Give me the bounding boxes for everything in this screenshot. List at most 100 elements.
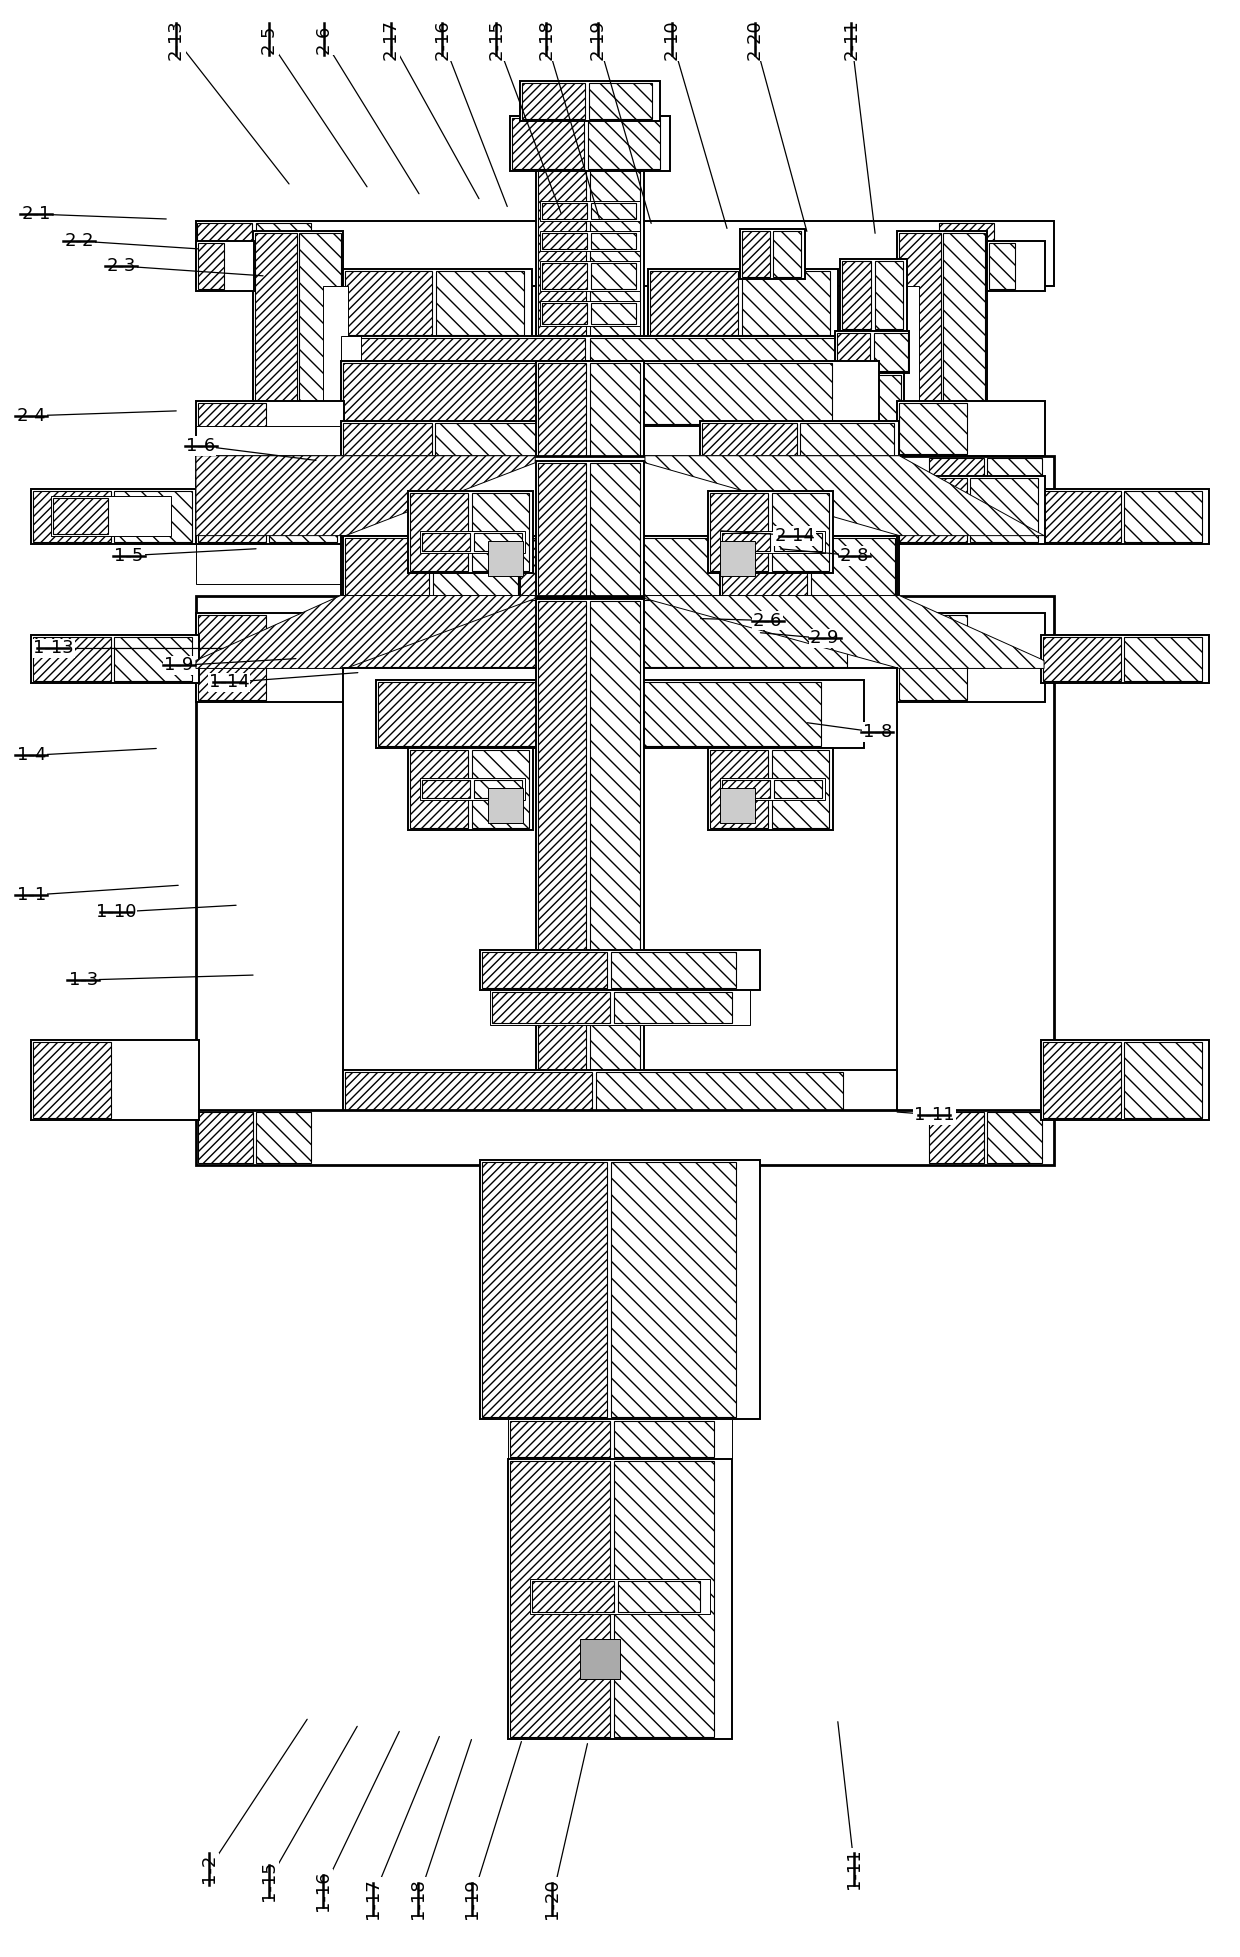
Bar — [589, 84, 652, 119]
Text: 2-10: 2-10 — [663, 20, 681, 59]
Bar — [255, 1112, 311, 1162]
Bar — [601, 683, 821, 746]
Bar — [929, 1112, 985, 1162]
Bar — [1042, 489, 1209, 544]
Text: 2-4: 2-4 — [16, 407, 46, 425]
Bar — [771, 750, 828, 828]
Bar — [114, 638, 192, 681]
Text: 1-14: 1-14 — [208, 673, 249, 691]
Bar — [542, 204, 587, 219]
Bar — [542, 303, 587, 325]
Bar — [510, 115, 670, 170]
Bar — [538, 117, 587, 536]
Bar — [322, 286, 347, 405]
Bar — [342, 423, 433, 460]
Bar — [719, 789, 755, 824]
Bar — [708, 748, 832, 830]
Bar — [595, 538, 842, 595]
Bar — [345, 599, 594, 667]
Bar — [719, 540, 755, 575]
Bar — [899, 403, 967, 454]
Bar — [590, 362, 832, 425]
Bar — [531, 1579, 709, 1615]
Bar — [196, 221, 1054, 286]
Bar — [541, 231, 640, 250]
Bar — [532, 1581, 614, 1613]
Bar — [536, 360, 644, 460]
Bar — [345, 1072, 591, 1114]
Text: 2-18: 2-18 — [537, 20, 556, 61]
Bar — [742, 231, 770, 278]
Bar — [250, 241, 321, 286]
Bar — [33, 1041, 112, 1117]
Bar — [894, 286, 919, 405]
Bar — [591, 204, 636, 219]
Bar — [341, 339, 585, 364]
Text: 2-6: 2-6 — [753, 611, 782, 630]
Bar — [196, 476, 343, 544]
Bar — [842, 260, 872, 329]
Bar — [541, 301, 640, 327]
Bar — [475, 781, 522, 798]
Bar — [590, 362, 640, 458]
Bar — [591, 262, 636, 290]
Bar — [898, 476, 1045, 544]
Text: 1-9: 1-9 — [165, 656, 193, 675]
Text: 2-13: 2-13 — [167, 20, 185, 61]
Bar — [472, 493, 529, 571]
Bar — [719, 536, 898, 597]
Bar — [196, 544, 343, 583]
Bar — [650, 270, 738, 335]
Bar — [480, 1161, 760, 1419]
Text: 2-6: 2-6 — [315, 25, 332, 55]
Bar — [255, 223, 311, 284]
Bar — [1042, 1039, 1209, 1119]
Bar — [196, 1110, 1054, 1164]
Bar — [898, 401, 1045, 456]
Bar — [196, 241, 254, 292]
Bar — [53, 497, 108, 534]
Bar — [722, 781, 770, 798]
Bar — [614, 992, 732, 1024]
Text: 1-8: 1-8 — [863, 724, 892, 742]
Bar — [255, 458, 311, 534]
Bar — [196, 427, 343, 456]
Bar — [596, 1072, 843, 1114]
Text: 1-6: 1-6 — [186, 436, 216, 454]
Bar — [588, 117, 660, 168]
Bar — [800, 423, 894, 460]
Bar — [342, 1070, 898, 1115]
Bar — [1043, 1041, 1121, 1117]
Bar — [987, 458, 1042, 534]
Bar — [376, 681, 864, 748]
Bar — [31, 489, 198, 544]
Bar — [987, 241, 1045, 292]
Bar — [492, 992, 610, 1024]
Bar — [489, 540, 523, 575]
Bar — [1123, 1041, 1202, 1117]
Text: 1-11: 1-11 — [846, 1849, 863, 1889]
Bar — [538, 362, 587, 458]
Text: 2-8: 2-8 — [839, 546, 869, 566]
Text: 1-15: 1-15 — [260, 1861, 278, 1900]
Bar — [510, 1462, 610, 1738]
Bar — [341, 337, 361, 427]
Bar — [423, 781, 470, 798]
Bar — [31, 636, 198, 683]
Text: 2-11: 2-11 — [842, 20, 861, 61]
Bar — [408, 491, 533, 573]
Text: 1-20: 1-20 — [543, 1879, 562, 1920]
Bar — [611, 1162, 735, 1417]
Bar — [299, 233, 341, 415]
Text: 2-9: 2-9 — [810, 630, 839, 648]
Bar — [832, 376, 864, 427]
Bar — [774, 781, 822, 798]
Bar — [839, 258, 908, 331]
Bar — [410, 750, 469, 828]
Polygon shape — [645, 456, 1044, 536]
Bar — [475, 532, 522, 550]
Text: 1-16: 1-16 — [314, 1871, 331, 1912]
Bar — [536, 115, 644, 536]
Bar — [341, 536, 899, 597]
Bar — [196, 613, 343, 703]
